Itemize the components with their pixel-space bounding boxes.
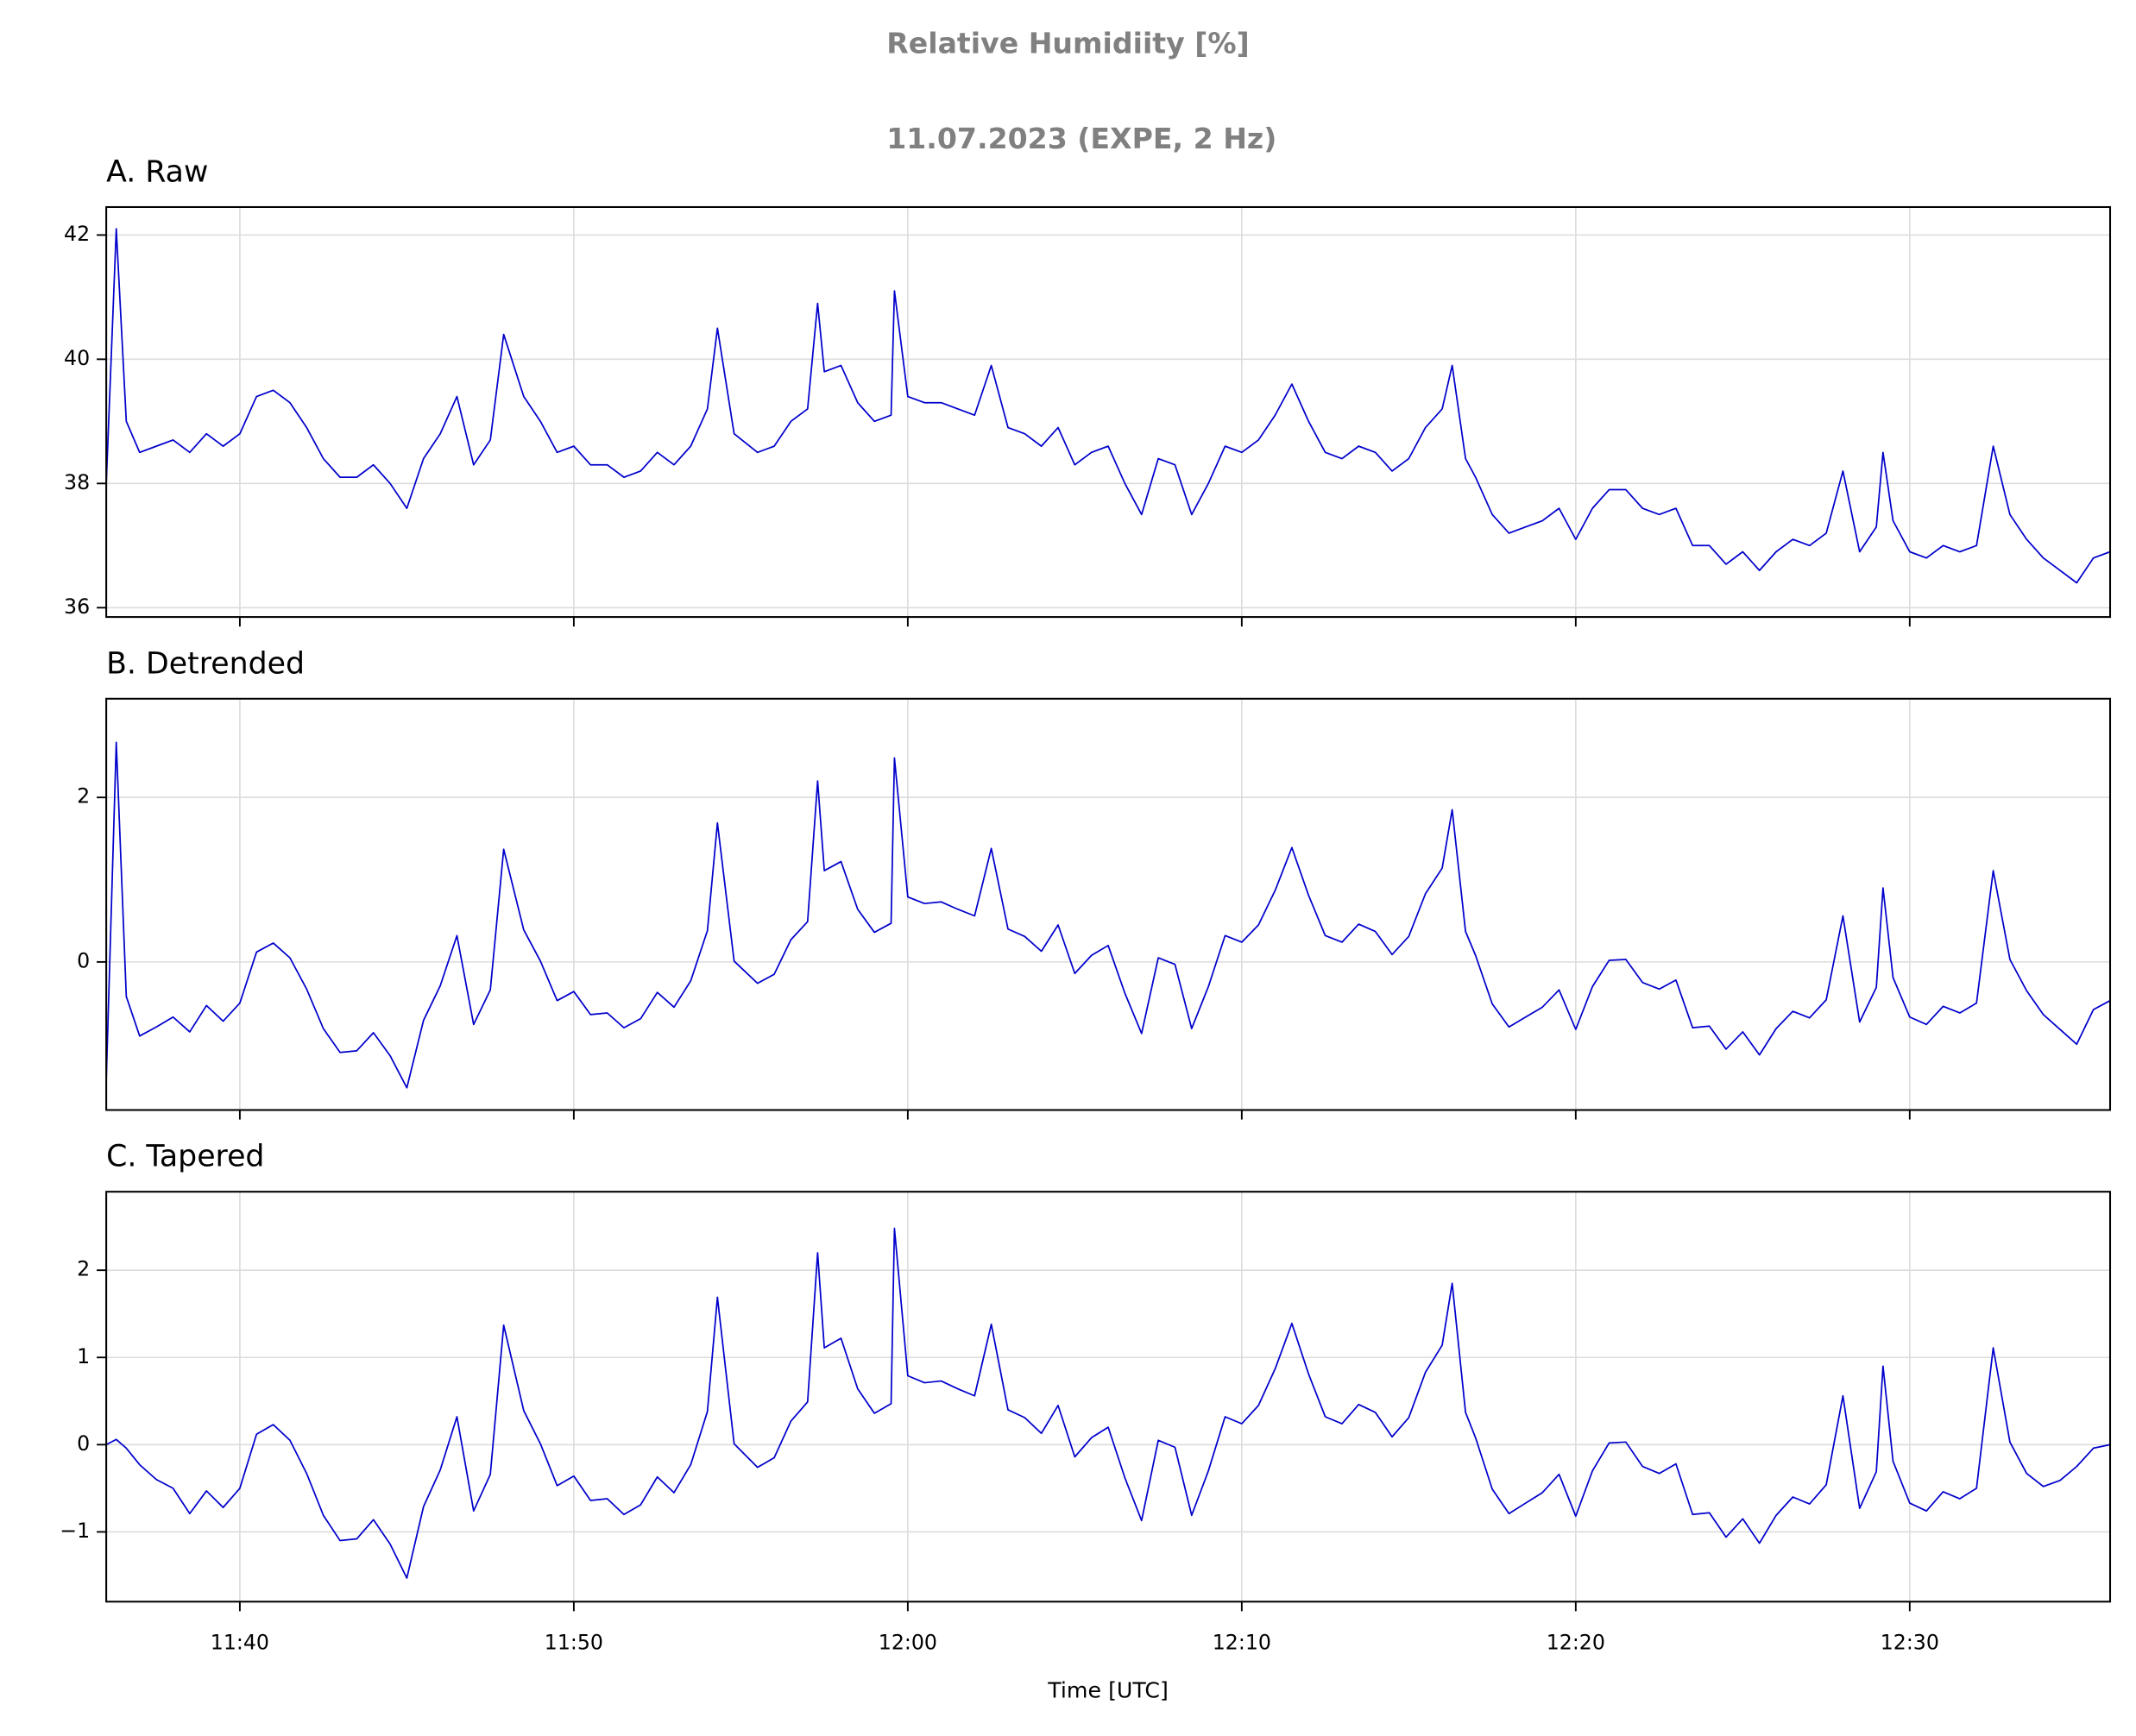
y-tick-label: 36: [64, 594, 90, 619]
plot-frame: [105, 1191, 2112, 1603]
panel-title: B. Detrended: [106, 646, 305, 681]
data-line: [106, 1227, 2111, 1579]
y-tick-label: 38: [64, 470, 90, 494]
y-tick-label: 2: [77, 1257, 90, 1281]
y-tick-label: 40: [64, 346, 90, 370]
y-tick-label: 0: [77, 948, 90, 972]
y-tick-label: 42: [64, 222, 90, 246]
y-tick-label: 1: [77, 1344, 90, 1368]
x-axis-label: Time [UTC]: [1047, 1677, 1169, 1702]
data-line: [106, 228, 2111, 584]
x-tick-label: 12:10: [1213, 1631, 1271, 1655]
x-tick-label: 12:20: [1547, 1631, 1605, 1655]
y-tick-label: −1: [60, 1519, 90, 1543]
y-tick-label: 2: [77, 784, 90, 808]
figure-subtitle: 11.07.2023 (EXPE, 2 Hz): [886, 122, 1276, 155]
x-tick-label: 12:30: [1881, 1631, 1939, 1655]
data-line: [106, 741, 2111, 1089]
figure-title: Relative Humidiity [%]: [886, 27, 1249, 60]
x-tick-label: 11:50: [545, 1631, 603, 1655]
x-tick-label: 11:40: [211, 1631, 269, 1655]
plot-frame: [105, 697, 2112, 1111]
y-tick-label: 0: [77, 1431, 90, 1456]
panel-title: A. Raw: [106, 155, 208, 190]
panel-title: C. Tapered: [106, 1140, 264, 1174]
plot-frame: [105, 205, 2112, 619]
x-tick-label: 12:00: [879, 1631, 937, 1655]
